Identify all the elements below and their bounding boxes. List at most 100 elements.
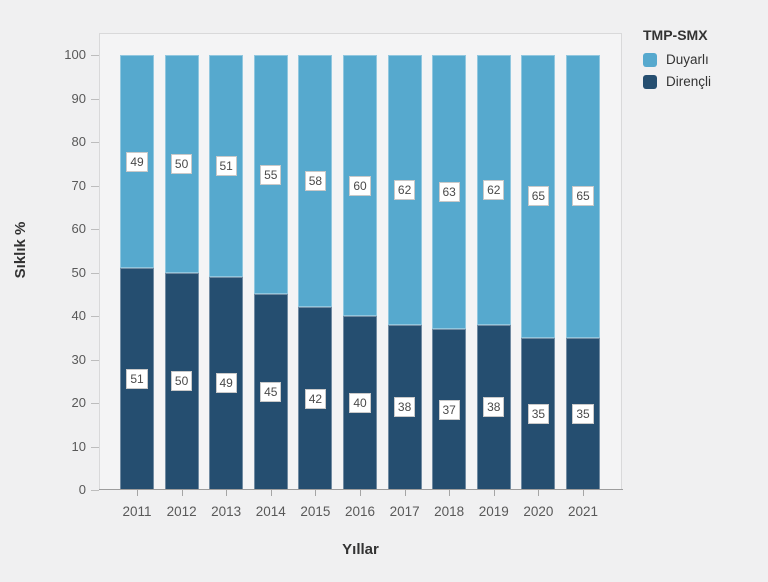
- y-tick-mark: [91, 403, 99, 404]
- legend-item-Dirençli: Dirençli: [643, 74, 711, 89]
- bar-value-label: 42: [304, 388, 327, 409]
- bar-value-label: 65: [572, 186, 594, 207]
- bar-value-label: 37: [438, 399, 460, 420]
- bar-segment-Duyarlı: 60: [343, 55, 377, 316]
- x-tick-mark: [181, 490, 183, 496]
- bar-segment-Dirençli: 40: [343, 316, 377, 490]
- x-tick-label: 2011: [122, 504, 152, 519]
- x-tick-mark: [315, 490, 317, 496]
- y-tick-label: 70: [71, 177, 86, 193]
- bar-2020: 65 35: [521, 55, 556, 490]
- bar-value-label: 62: [483, 179, 505, 200]
- bar-segment-Duyarlı: 65: [566, 55, 600, 338]
- bar-2019: 62 38: [476, 55, 511, 490]
- x-tick-label: 2015: [300, 504, 331, 519]
- bar-segment-Duyarlı: 62: [387, 55, 422, 325]
- y-tick-label: 30: [71, 351, 86, 367]
- bar-segment-Dirençli: 45: [253, 294, 288, 490]
- x-tick-label: 2020: [523, 504, 554, 519]
- legend-title: TMP-SMX: [643, 27, 708, 43]
- y-tick-mark: [91, 98, 99, 100]
- bar-segment-Dirençli: 35: [566, 337, 600, 490]
- x-tick-label: 2019: [478, 504, 509, 519]
- bar-value-label: 50: [170, 371, 193, 392]
- legend-swatch-icon: [643, 74, 657, 89]
- bar-segment-Duyarlı: 65: [521, 55, 556, 338]
- y-tick-label: 80: [71, 134, 86, 149]
- y-axis-title-text: Sıklık %: [12, 221, 29, 279]
- bar-segment-Dirençli: 50: [164, 272, 199, 490]
- x-tick-mark: [226, 490, 228, 496]
- bar-2017: 62 38: [387, 55, 422, 490]
- y-tick-label: 0: [78, 482, 86, 497]
- bar-segment-Duyarlı: 58: [298, 55, 333, 308]
- bar-2016: 60 40: [343, 55, 377, 490]
- bar-value-label: 60: [349, 175, 371, 196]
- bar-segment-Dirençli: 42: [298, 307, 333, 490]
- bar-2014: 55 45: [253, 55, 288, 490]
- legend: TMP-SMX Duyarlı Dirençli: [643, 27, 711, 96]
- y-tick-mark: [91, 446, 99, 448]
- bar-value-label: 62: [393, 179, 416, 200]
- bar-2021: 65 35: [566, 55, 600, 490]
- bar-value-label: 63: [438, 182, 460, 203]
- y-tick-label: 50: [71, 264, 86, 280]
- y-tick-label: 20: [71, 395, 86, 410]
- x-tick-mark: [137, 490, 138, 496]
- bar-segment-Dirençli: 35: [521, 337, 556, 490]
- y-tick-mark: [91, 55, 99, 56]
- x-tick-label: 2018: [434, 504, 465, 519]
- bar-segment-Duyarlı: 50: [164, 55, 199, 273]
- x-tick-mark: [404, 490, 406, 496]
- bar-segment-Dirençli: 51: [120, 268, 154, 490]
- bar-value-label: 35: [527, 403, 550, 424]
- x-tick-label: 2017: [389, 504, 420, 519]
- bar-value-label: 38: [393, 397, 416, 418]
- bar-value-label: 49: [215, 373, 237, 394]
- bar-value-label: 51: [126, 369, 148, 390]
- bar-value-label: 38: [483, 397, 505, 418]
- bar-value-label: 45: [260, 382, 282, 403]
- legend-swatch-icon: [643, 52, 657, 67]
- bar-2011: 49 51: [120, 55, 154, 490]
- legend-label: Duyarlı: [666, 52, 709, 67]
- x-tick-mark: [538, 490, 540, 496]
- y-tick-mark: [91, 359, 99, 361]
- y-tick-mark: [91, 142, 99, 143]
- x-tick-label: 2013: [211, 504, 242, 519]
- x-tick-mark: [583, 490, 584, 496]
- bar-value-label: 50: [170, 153, 193, 174]
- bar-segment-Duyarlı: 49: [120, 55, 154, 269]
- bar-value-label: 40: [349, 393, 371, 413]
- bar-value-label: 55: [260, 164, 282, 185]
- y-tick-mark: [91, 316, 99, 317]
- bar-value-label: 35: [572, 403, 594, 424]
- y-tick-label: 60: [71, 221, 86, 236]
- x-tick-label: 2021: [567, 504, 599, 519]
- x-tick-label: 2014: [255, 504, 286, 519]
- y-tick-mark: [91, 272, 99, 274]
- x-tick-mark: [360, 490, 361, 496]
- x-tick-label: 2012: [166, 504, 197, 519]
- bar-segment-Dirençli: 38: [476, 324, 511, 490]
- bar-segment-Duyarlı: 62: [476, 55, 511, 325]
- bar-2013: 51 49: [209, 55, 244, 490]
- x-tick-label: 2016: [344, 504, 376, 519]
- bar-2018: 63 37: [432, 55, 467, 490]
- bar-value-label: 49: [126, 151, 148, 172]
- y-tick-mark: [91, 185, 99, 187]
- bar-segment-Dirençli: 49: [209, 276, 244, 490]
- y-tick-mark: [91, 229, 99, 230]
- y-tick-label: 100: [64, 47, 86, 62]
- y-tick-label: 10: [71, 438, 86, 454]
- y-tick-mark: [91, 490, 99, 491]
- bar-value-label: 51: [215, 155, 237, 176]
- bar-value-label: 58: [304, 171, 327, 192]
- y-tick-label: 40: [71, 308, 86, 323]
- legend-label: Dirençli: [666, 74, 712, 89]
- y-tick-label: 90: [71, 90, 86, 106]
- x-tick-mark: [270, 490, 272, 496]
- bar-2015: 58 42: [298, 55, 333, 490]
- x-axis-line: [99, 489, 623, 490]
